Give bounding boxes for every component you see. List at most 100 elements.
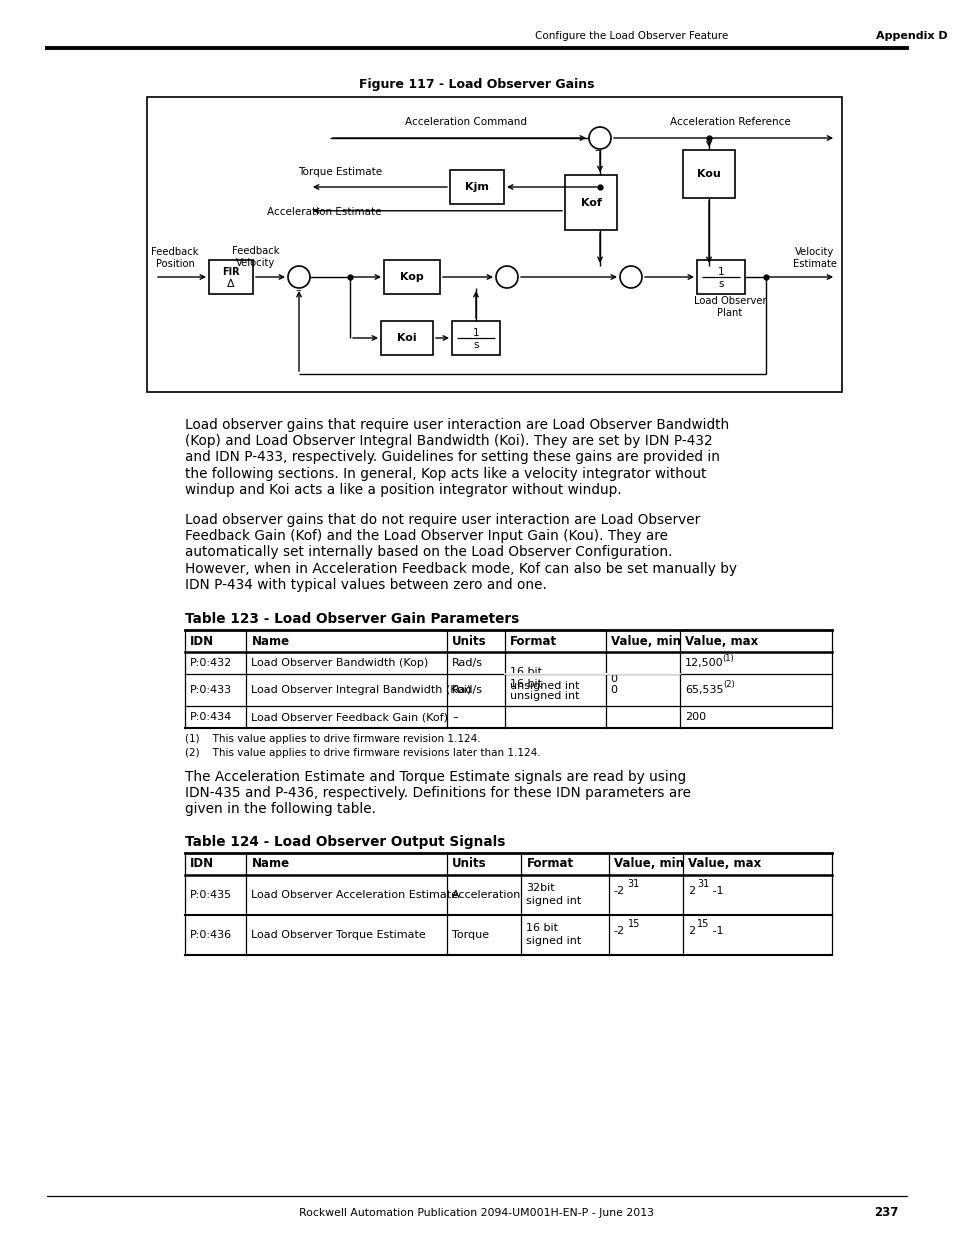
- Text: IDN: IDN: [190, 635, 213, 647]
- Text: -2: -2: [613, 925, 624, 936]
- Text: Value, min: Value, min: [610, 635, 679, 647]
- Text: Name: Name: [252, 635, 290, 647]
- Text: Δ: Δ: [227, 279, 234, 289]
- Text: s: s: [473, 340, 478, 350]
- Text: Load Observer Feedback Gain (Kof): Load Observer Feedback Gain (Kof): [252, 713, 448, 722]
- Text: 12,500: 12,500: [684, 658, 722, 668]
- Text: Format: Format: [510, 635, 557, 647]
- Text: –: –: [452, 713, 457, 722]
- Text: Feedback Gain (Kof) and the Load Observer Input Gain (Kou). They are: Feedback Gain (Kof) and the Load Observe…: [185, 530, 667, 543]
- Text: 2: 2: [687, 885, 695, 895]
- Bar: [209, 261, 253, 294]
- Text: Acceleration Command: Acceleration Command: [405, 117, 526, 127]
- Text: Load Observer Acceleration Estimate: Load Observer Acceleration Estimate: [252, 889, 458, 899]
- Text: Name: Name: [252, 857, 290, 871]
- Text: -1: -1: [708, 925, 723, 936]
- Text: Load observer gains that do not require user interaction are Load Observer: Load observer gains that do not require …: [185, 513, 700, 527]
- Bar: [682, 149, 734, 198]
- Text: P:0:436: P:0:436: [190, 930, 232, 940]
- Text: 200: 200: [684, 713, 705, 722]
- Text: Table 124 - Load Observer Output Signals: Table 124 - Load Observer Output Signals: [185, 835, 505, 848]
- Text: Load observer gains that require user interaction are Load Observer Bandwidth: Load observer gains that require user in…: [185, 417, 728, 432]
- Text: Acceleration Estimate: Acceleration Estimate: [267, 207, 381, 217]
- Text: Load Observer Integral Bandwidth (Koi): Load Observer Integral Bandwidth (Koi): [252, 685, 471, 695]
- Text: Rockwell Automation Publication 2094-UM001H-EN-P - June 2013: Rockwell Automation Publication 2094-UM0…: [299, 1208, 654, 1218]
- Text: windup and Koi acts a like a position integrator without windup.: windup and Koi acts a like a position in…: [185, 483, 621, 496]
- Text: the following sections. In general, Kop acts like a velocity integrator without: the following sections. In general, Kop …: [185, 467, 705, 480]
- Text: Kjm: Kjm: [464, 182, 489, 191]
- Text: (Kop) and Load Observer Integral Bandwidth (Koi). They are set by IDN P-432: (Kop) and Load Observer Integral Bandwid…: [185, 435, 712, 448]
- Text: Figure 117 - Load Observer Gains: Figure 117 - Load Observer Gains: [359, 78, 594, 91]
- Circle shape: [619, 266, 641, 288]
- Text: IDN-435 and P-436, respectively. Definitions for these IDN parameters are: IDN-435 and P-436, respectively. Definit…: [185, 787, 690, 800]
- Text: 31: 31: [627, 878, 639, 889]
- Text: 1: 1: [717, 267, 723, 277]
- Text: Acceleration Reference: Acceleration Reference: [669, 117, 789, 127]
- Text: 65,535: 65,535: [684, 685, 722, 695]
- Circle shape: [496, 266, 517, 288]
- Text: Format: Format: [526, 857, 573, 871]
- Bar: [564, 175, 617, 230]
- Text: Table 123 - Load Observer Gain Parameters: Table 123 - Load Observer Gain Parameter…: [185, 613, 518, 626]
- Text: Rad/s: Rad/s: [452, 685, 482, 695]
- Text: unsigned int: unsigned int: [510, 692, 579, 701]
- Text: Kop: Kop: [399, 272, 423, 282]
- Text: Configure the Load Observer Feature: Configure the Load Observer Feature: [535, 31, 727, 41]
- Text: given in the following table.: given in the following table.: [185, 803, 375, 816]
- Text: 2: 2: [687, 925, 695, 936]
- Text: Feedback
Velocity: Feedback Velocity: [232, 246, 279, 268]
- Text: (2): (2): [722, 679, 734, 688]
- Bar: [450, 170, 503, 204]
- Bar: [384, 261, 439, 294]
- Text: 0: 0: [610, 674, 617, 684]
- Text: FIR: FIR: [222, 267, 239, 277]
- Text: Acceleration: Acceleration: [452, 889, 521, 899]
- Text: 15: 15: [697, 919, 709, 929]
- Text: –: –: [294, 285, 300, 295]
- Bar: [380, 321, 433, 354]
- Text: signed int: signed int: [526, 936, 581, 946]
- Text: Value, max: Value, max: [687, 857, 760, 871]
- Text: Rad/s: Rad/s: [452, 658, 482, 668]
- Bar: [697, 261, 744, 294]
- Text: Load Observer Bandwidth (Kop): Load Observer Bandwidth (Kop): [252, 658, 428, 668]
- Text: 16 bit: 16 bit: [510, 679, 541, 689]
- Text: –: –: [594, 144, 599, 156]
- Text: IDN: IDN: [190, 857, 213, 871]
- Text: -1: -1: [708, 885, 723, 895]
- Text: Torque Estimate: Torque Estimate: [297, 167, 381, 177]
- Text: unsigned int: unsigned int: [510, 680, 579, 692]
- Text: (1): (1): [721, 653, 733, 662]
- Text: Koi: Koi: [396, 333, 416, 343]
- Text: IDN P-434 with typical values between zero and one.: IDN P-434 with typical values between ze…: [185, 578, 546, 592]
- Text: 0: 0: [610, 685, 617, 695]
- Text: 15: 15: [627, 919, 639, 929]
- Text: Torque: Torque: [452, 930, 489, 940]
- Text: Value, max: Value, max: [684, 635, 758, 647]
- Text: Units: Units: [452, 635, 486, 647]
- Circle shape: [588, 127, 610, 149]
- Circle shape: [288, 266, 310, 288]
- Text: and IDN P-433, respectively. Guidelines for setting these gains are provided in: and IDN P-433, respectively. Guidelines …: [185, 451, 720, 464]
- Text: Velocity
Estimate: Velocity Estimate: [792, 247, 836, 269]
- Text: Load Observer
Plant: Load Observer Plant: [693, 296, 765, 319]
- Text: (2)    This value applies to drive firmware revisions later than 1.124.: (2) This value applies to drive firmware…: [185, 748, 540, 758]
- Text: 16 bit: 16 bit: [510, 667, 541, 677]
- Text: automatically set internally based on the Load Observer Configuration.: automatically set internally based on th…: [185, 546, 672, 559]
- Text: Units: Units: [452, 857, 486, 871]
- Text: The Acceleration Estimate and Torque Estimate signals are read by using: The Acceleration Estimate and Torque Est…: [185, 769, 685, 784]
- Bar: [452, 321, 499, 354]
- Text: 237: 237: [873, 1207, 897, 1219]
- Text: -2: -2: [613, 885, 624, 895]
- Text: P:0:434: P:0:434: [190, 713, 232, 722]
- Text: P:0:432: P:0:432: [190, 658, 232, 668]
- Text: (1)    This value applies to drive firmware revision 1.124.: (1) This value applies to drive firmware…: [185, 734, 480, 743]
- Text: 1: 1: [472, 329, 478, 338]
- Text: P:0:433: P:0:433: [190, 685, 232, 695]
- Text: Value, min: Value, min: [613, 857, 683, 871]
- Text: s: s: [718, 279, 723, 289]
- Text: However, when in Acceleration Feedback mode, Kof can also be set manually by: However, when in Acceleration Feedback m…: [185, 562, 737, 576]
- Text: Feedback
Position: Feedback Position: [152, 247, 198, 269]
- Bar: [147, 98, 841, 391]
- Text: Kof: Kof: [580, 198, 600, 207]
